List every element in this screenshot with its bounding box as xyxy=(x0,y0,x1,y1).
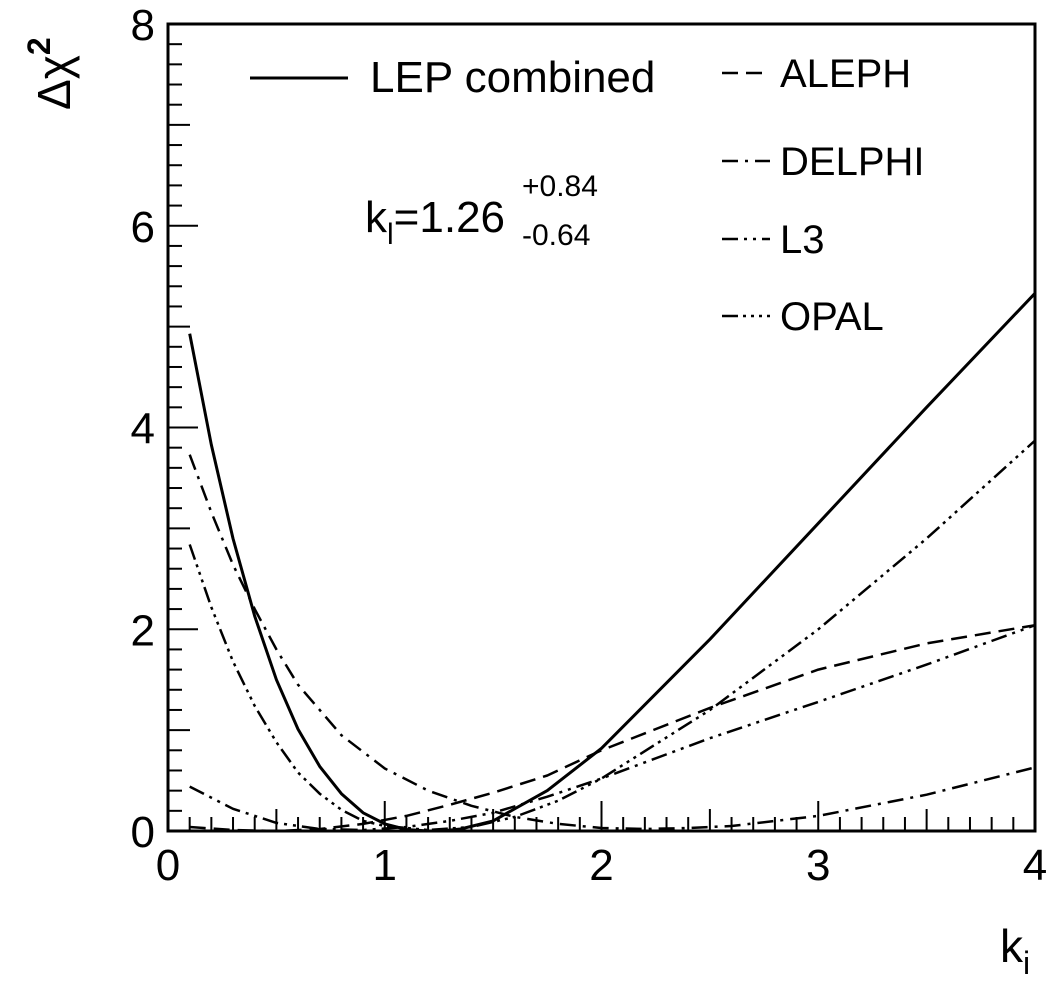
y-axis-ticks xyxy=(168,23,198,832)
annotation-sub: l xyxy=(387,218,394,251)
series-lines xyxy=(188,292,1035,831)
x-tick-label: 4 xyxy=(1023,841,1047,890)
x-axis-ticks xyxy=(167,801,1036,831)
legend-label-aleph: ALEPH xyxy=(780,52,911,96)
series-line-lep-combined xyxy=(188,292,1035,831)
x-axis-tick-labels: 0 1 2 3 4 xyxy=(156,841,1047,890)
y-axis-label: Δχ2 xyxy=(21,37,80,110)
legend-label-delphi: DELPHI xyxy=(780,140,925,184)
y-axis-label-main: Δχ xyxy=(28,55,80,110)
legend-label-opal: OPAL xyxy=(780,295,884,339)
annotation-base: k xyxy=(365,193,388,242)
x-tick-label: 3 xyxy=(806,841,830,890)
series-line-aleph xyxy=(189,623,1035,831)
annotation-minus-error: -0.64 xyxy=(522,219,590,252)
x-axis-label-main: k xyxy=(1000,920,1024,972)
x-axis-label: ki xyxy=(1000,920,1030,981)
series-line-delphi xyxy=(188,454,1035,831)
x-tick-label: 0 xyxy=(156,841,180,890)
y-tick-label: 6 xyxy=(131,203,155,252)
annotation-plus-error: +0.84 xyxy=(522,170,598,203)
plot-area: 0 1 2 3 4 0 2 4 6 8 xyxy=(131,1,1048,890)
fit-result-annotation: kl=1.26 xyxy=(365,193,505,251)
legend-label-l3: L3 xyxy=(780,218,825,262)
annotation-value: =1.26 xyxy=(394,193,505,242)
series-line-l3 xyxy=(189,624,1035,831)
y-axis-tick-labels: 0 2 4 6 8 xyxy=(131,1,155,857)
y-tick-label: 8 xyxy=(131,1,155,50)
y-tick-label: 4 xyxy=(131,405,155,454)
legend-label-lep-combined: LEP combined xyxy=(370,53,655,102)
x-tick-label: 1 xyxy=(373,841,397,890)
y-tick-label: 0 xyxy=(131,808,155,857)
x-axis-label-sub: i xyxy=(1023,945,1030,981)
x-tick-label: 2 xyxy=(589,841,613,890)
series-line-opal xyxy=(188,439,1035,831)
y-axis-label-sup: 2 xyxy=(21,37,57,55)
y-tick-label: 2 xyxy=(131,606,155,655)
legend: LEP combined ALEPH DELPHI L3 OPAL xyxy=(250,52,925,339)
